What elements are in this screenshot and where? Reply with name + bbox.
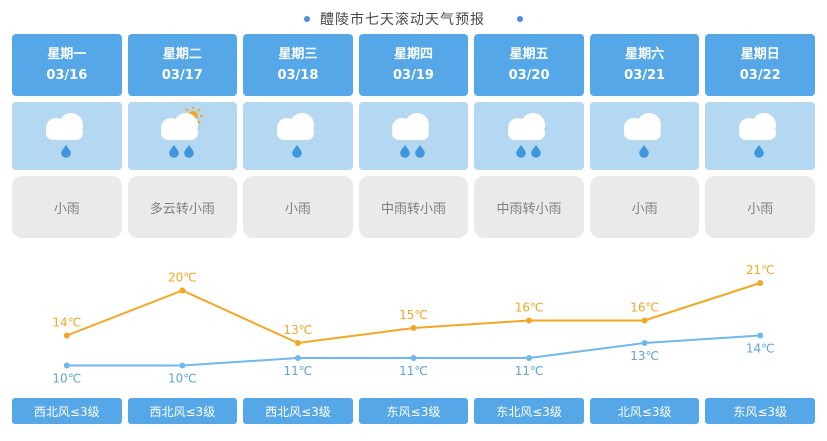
- title-right-dot-icon: [517, 16, 523, 22]
- title-left-dot-icon: [304, 16, 310, 22]
- page-title: 醴陵市七天滚动天气预报: [320, 12, 485, 28]
- svg-text:10℃: 10℃: [52, 372, 81, 386]
- weather-desc: 小雨: [589, 176, 700, 238]
- svg-text:14℃: 14℃: [746, 342, 775, 356]
- wind-info: 东风≤3级: [705, 398, 815, 424]
- cloud-rain-icon: [36, 107, 98, 165]
- weather-icon-cell: [243, 102, 353, 170]
- cloud-rain-icon: [729, 107, 791, 165]
- day-date-label: 03/22: [739, 68, 781, 83]
- weather-desc: 小雨: [12, 176, 122, 238]
- wind-info: 东北风≤3级: [474, 398, 584, 424]
- temperature-chart: 14℃ 20℃ 13℃ 15℃ 16℃ 16℃ 21℃ 10℃ 10℃ 11℃ 11℃ 11℃ 13℃ 1…: [52, 263, 775, 386]
- wind-row: 西北风≤3级 西北风≤3级 西北风≤3级 东风≤3级 东北风≤3级 北风≤3级 东风≤3级: [0, 398, 827, 424]
- svg-text:11℃: 11℃: [515, 364, 544, 378]
- weather-desc: 小雨: [705, 176, 815, 238]
- title-row: 醴陵市七天滚动天气预报: [0, 0, 827, 28]
- day-header: 星期六 03/21: [589, 34, 700, 96]
- day-header: 星期二 03/17: [127, 34, 238, 96]
- weather-desc: 中雨转小雨: [358, 176, 469, 238]
- weather-desc: 多云转小雨: [127, 176, 238, 238]
- day-week-label: 星期六: [625, 47, 665, 62]
- weather-desc: 中雨转小雨: [474, 176, 584, 238]
- weather-icon-cell: [12, 102, 122, 170]
- wind-info: 西北风≤3级: [243, 398, 353, 424]
- cloud-heavy-rain-icon: [498, 107, 560, 165]
- wind-info: 北风≤3级: [589, 398, 700, 424]
- icon-row: [0, 102, 827, 170]
- weather-icon-cell: [474, 102, 584, 170]
- day-week-label: 星期三: [278, 47, 318, 62]
- day-week-label: 星期一: [47, 47, 87, 62]
- wind-info: 西北风≤3级: [12, 398, 122, 424]
- day-header-row: 星期一 03/16 星期二 03/17 星期三 03/18 星期四 03/19 星期五 03/20…: [0, 34, 827, 96]
- weather-desc: 小雨: [243, 176, 353, 238]
- svg-text:21℃: 21℃: [746, 263, 775, 277]
- cloud-rain-icon: [614, 107, 676, 165]
- day-date-label: 03/19: [393, 68, 434, 83]
- svg-text:13℃: 13℃: [630, 349, 659, 363]
- day-week-label: 星期五: [509, 47, 549, 62]
- svg-text:16℃: 16℃: [630, 301, 659, 315]
- wind-info: 东风≤3级: [358, 398, 469, 424]
- cloud-heavy-rain-icon: [382, 107, 444, 165]
- svg-text:11℃: 11℃: [284, 364, 313, 378]
- day-week-label: 星期二: [162, 47, 202, 62]
- day-header: 星期三 03/18: [243, 34, 353, 96]
- day-week-label: 星期日: [740, 47, 780, 62]
- day-date-label: 03/17: [161, 68, 203, 83]
- day-date-label: 03/20: [508, 68, 550, 83]
- svg-text:14℃: 14℃: [52, 316, 81, 330]
- desc-row: 小雨 多云转小雨 小雨 中雨转小雨 中雨转小雨 小雨 小雨: [0, 176, 827, 238]
- weather-icon-cell: [705, 102, 815, 170]
- day-header: 星期四 03/19: [358, 34, 469, 96]
- day-header: 星期五 03/20: [474, 34, 584, 96]
- day-header: 星期一 03/16: [12, 34, 122, 96]
- svg-text:16℃: 16℃: [515, 301, 544, 315]
- day-week-label: 星期四: [393, 47, 433, 62]
- svg-text:20℃: 20℃: [168, 271, 197, 285]
- chart-area: 14℃ 20℃ 13℃ 15℃ 16℃ 16℃ 21℃ 10℃ 10℃ 11℃ 11℃ 11℃ 13℃ 1…: [0, 238, 827, 392]
- weather-icon-cell: [589, 102, 700, 170]
- cloud-rain-icon: [267, 107, 329, 165]
- svg-text:10℃: 10℃: [168, 372, 197, 386]
- weather-icon-cell: [358, 102, 469, 170]
- svg-text:11℃: 11℃: [399, 364, 428, 378]
- svg-text:13℃: 13℃: [284, 323, 313, 337]
- day-date-label: 03/16: [46, 68, 88, 83]
- wind-info: 西北风≤3级: [127, 398, 238, 424]
- weather-icon-cell: [127, 102, 238, 170]
- cloud-sun-rain-icon: [151, 106, 213, 165]
- svg-text:15℃: 15℃: [399, 308, 428, 322]
- day-header: 星期日 03/22: [705, 34, 815, 96]
- day-date-label: 03/21: [624, 68, 666, 83]
- day-date-label: 03/18: [277, 68, 319, 83]
